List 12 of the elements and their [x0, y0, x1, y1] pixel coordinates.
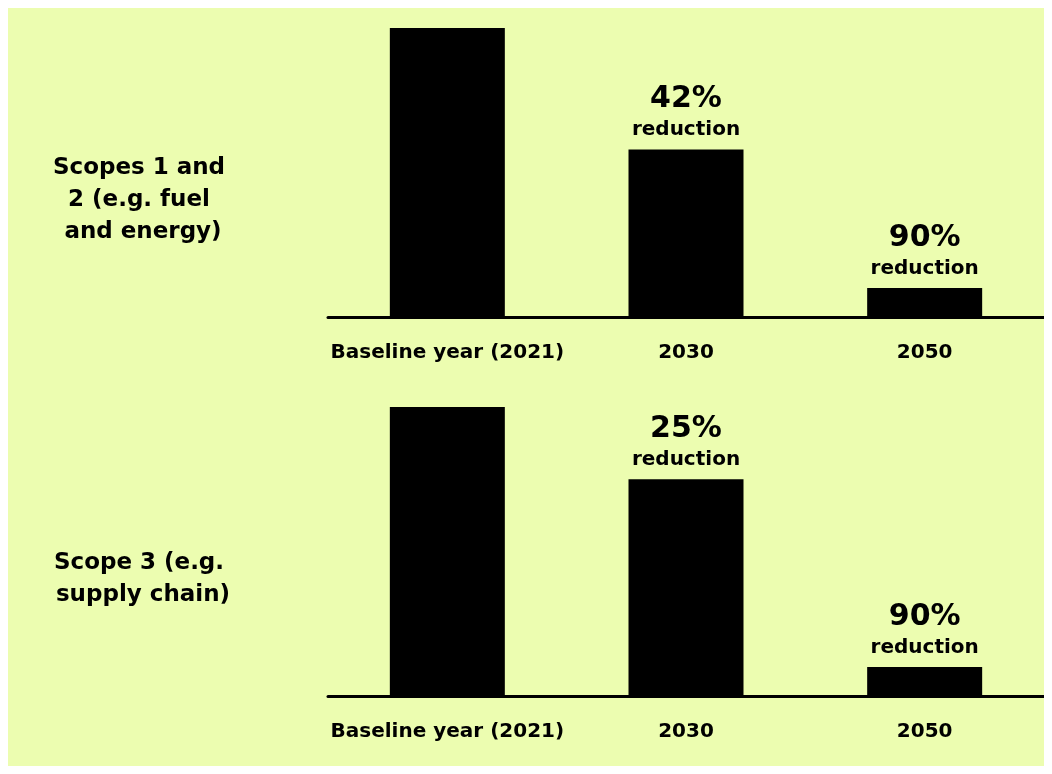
x-tick-label: 2050: [896, 339, 953, 363]
x-tick-label: Baseline year (2021): [330, 339, 565, 363]
x-tick-label: Baseline year (2021): [330, 718, 565, 742]
annotation: 42% reduction: [631, 78, 741, 141]
text: Scope 3 (e.g. supply chain): [53, 547, 233, 606]
x-tick-label: 2030: [658, 339, 714, 363]
annotation: 25% reduction: [631, 408, 741, 471]
text: Scopes 1 and 2 (e.g. fuel and energy): [52, 152, 234, 243]
annotation: 90% reduction: [870, 596, 979, 659]
x-tick-label: 2030: [658, 718, 714, 742]
annotation: 90% reduction: [870, 217, 979, 280]
x-tick-label: 2050: [896, 718, 953, 742]
